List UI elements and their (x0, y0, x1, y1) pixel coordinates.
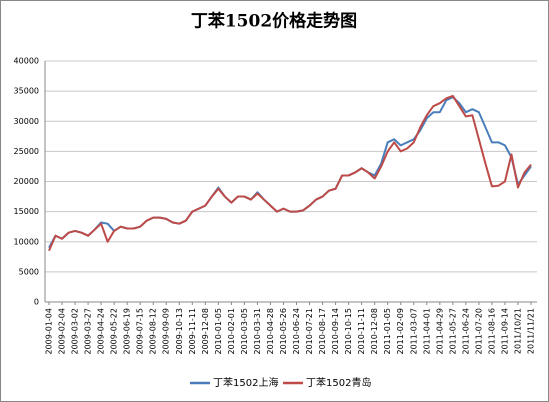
y-tick-label: 5000 (19, 267, 39, 276)
x-tick-label: 2009-03-27 (84, 308, 93, 355)
y-tick-label: 0 (34, 298, 39, 307)
x-tick-label: 2010-06-24 (292, 308, 301, 355)
legend-label: 丁苯1502青岛 (306, 376, 371, 389)
x-tick-label: 2009-03-02 (71, 308, 80, 355)
y-tick-label: 40000 (14, 57, 39, 66)
x-tick-label: 2011-03-07 (409, 308, 418, 355)
x-tick-label: 2010-01-05 (214, 308, 223, 355)
x-tick-label: 2010-03-31 (253, 308, 262, 355)
x-tick-label: 2011-09-14 (500, 308, 509, 355)
x-tick-label: 2009-11-11 (188, 308, 197, 355)
x-tick-label: 2009-10-13 (175, 308, 184, 355)
x-tick-label: 2011-07-20 (474, 308, 483, 355)
y-tick-label: 35000 (14, 87, 39, 96)
y-tick-label: 30000 (14, 117, 39, 126)
x-tick-label: 2009-04-24 (97, 308, 106, 355)
x-tick-label: 2011-05-27 (448, 308, 457, 355)
x-tick-label: 2011/11/21 (527, 308, 536, 354)
x-tick-label: 2009-08-12 (149, 308, 158, 355)
legend-label: 丁苯1502上海 (213, 376, 278, 389)
line-series (48, 94, 532, 252)
x-tick-label: 2010-02-01 (227, 308, 236, 355)
x-tick-label: 2011-06-24 (461, 308, 470, 355)
x-tick-label: 2010-12-08 (370, 308, 379, 355)
x-tick-label: 2010-11-11 (357, 308, 366, 355)
x-tick-label: 2011-02-09 (396, 308, 405, 355)
x-tick-label: 2009-09-09 (162, 308, 171, 355)
x-tick-label: 2010-10-15 (344, 308, 353, 355)
x-tick-label: 2011/10/21 (513, 308, 522, 354)
x-tick-label: 2010-07-21 (305, 308, 314, 355)
y-tick-label: 15000 (14, 207, 39, 216)
x-tick-label: 2011-01-05 (383, 308, 392, 355)
x-tick-label: 2010-03-05 (240, 308, 249, 355)
x-tick-label: 2010-09-14 (331, 308, 340, 355)
x-tick-label: 2011-08-16 (487, 308, 496, 355)
x-tick-label: 2009-06-19 (123, 308, 132, 355)
x-tick-label: 2010-08-17 (318, 308, 327, 355)
x-tick-label: 2009-12-08 (201, 308, 210, 355)
x-tick-label: 2010-04-28 (266, 308, 275, 355)
x-tick-label: 2011-04-01 (422, 308, 431, 355)
y-tick-label: 20000 (14, 177, 39, 186)
x-tick-label: 2011-04-29 (435, 308, 444, 355)
y-tick-label: 10000 (14, 237, 39, 246)
x-tick-label: 2009-02-04 (58, 308, 67, 355)
y-tick-label: 25000 (14, 147, 39, 156)
x-tick-label: 2010-05-26 (279, 308, 288, 355)
chart-title: 丁苯1502价格走势图 (191, 11, 357, 32)
x-tick-label: 2009-07-15 (136, 308, 145, 355)
x-tick-label: 2009-01-04 (45, 308, 54, 355)
x-tick-label: 2009-05-22 (110, 308, 119, 355)
